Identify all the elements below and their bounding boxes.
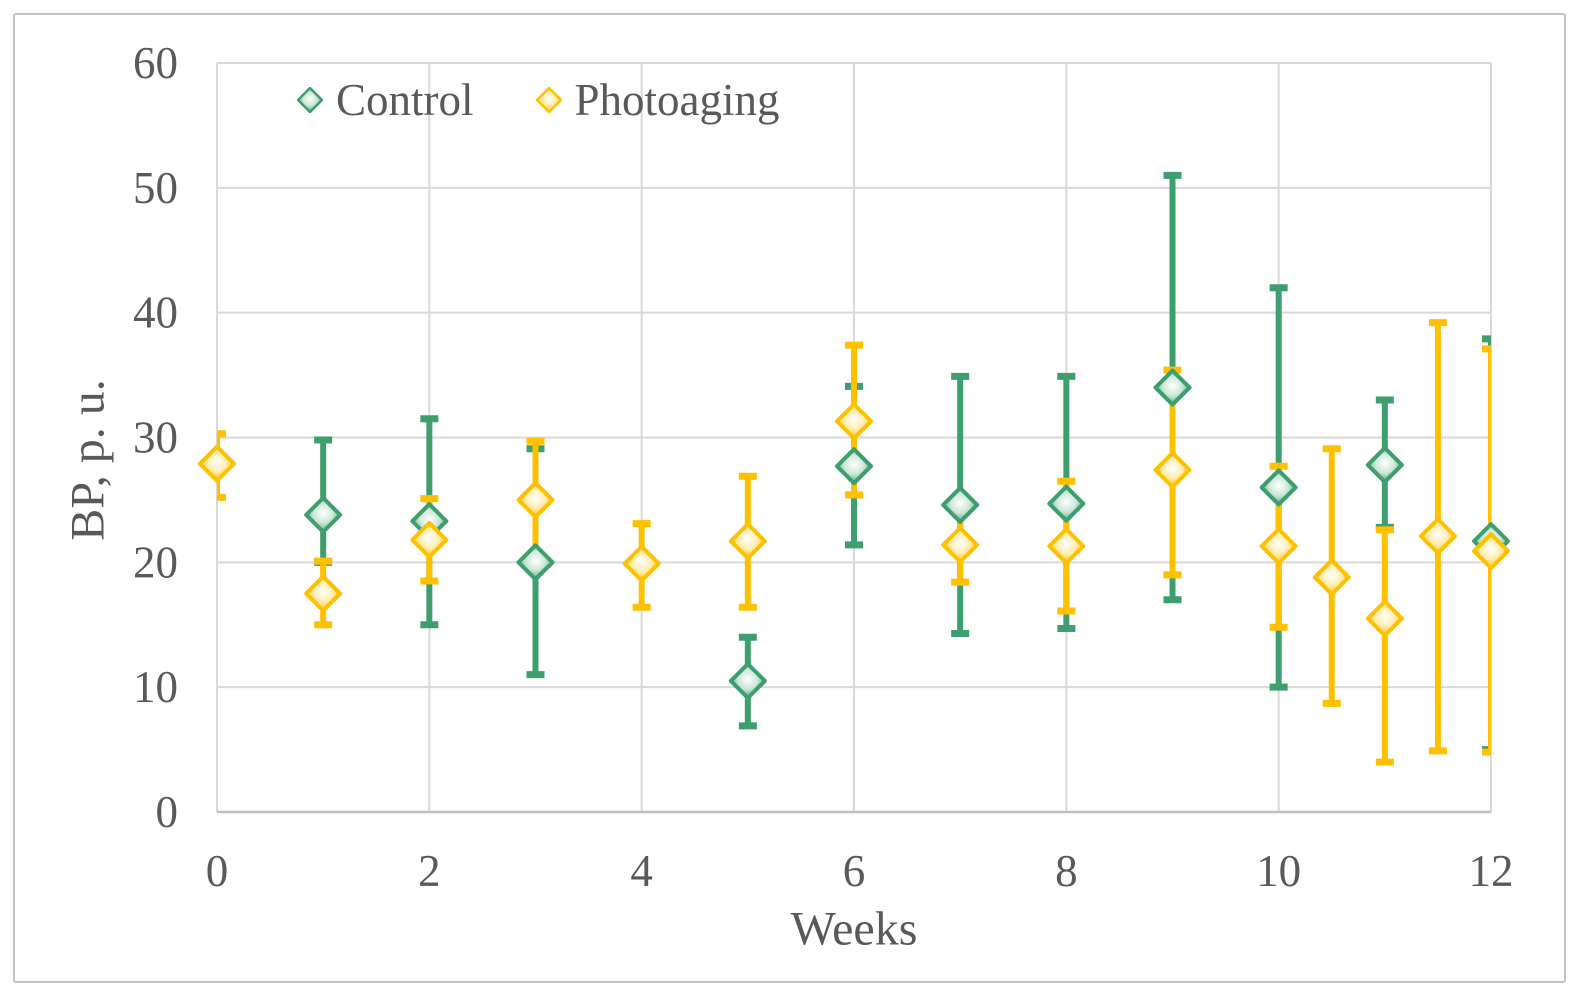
data-point[interactable] bbox=[516, 480, 555, 519]
legend-label-control: Control bbox=[336, 75, 474, 125]
x-axis-title: Weeks bbox=[790, 902, 918, 956]
data-point[interactable] bbox=[1312, 558, 1351, 597]
tick-label: 6 bbox=[843, 846, 866, 896]
data-point[interactable] bbox=[622, 544, 661, 583]
tick-label: 50 bbox=[133, 163, 178, 213]
data-point[interactable] bbox=[198, 444, 236, 483]
tick-label: 30 bbox=[133, 413, 178, 463]
tick-label: 20 bbox=[133, 537, 178, 587]
tick-label: 12 bbox=[1469, 846, 1514, 896]
tick-label: 0 bbox=[156, 787, 179, 837]
tick-label: 10 bbox=[1256, 846, 1301, 896]
data-point[interactable] bbox=[1047, 527, 1086, 566]
control-marker-icon bbox=[297, 87, 323, 113]
data-point[interactable] bbox=[835, 447, 873, 486]
tick-label: 8 bbox=[1055, 846, 1078, 896]
y-axis-title: BP, p. u. bbox=[61, 379, 115, 541]
data-point[interactable] bbox=[1418, 517, 1457, 556]
legend-item-photoaging[interactable]: Photoaging bbox=[535, 74, 780, 126]
photoaging-marker-icon bbox=[535, 87, 562, 113]
data-point[interactable] bbox=[1259, 468, 1298, 507]
data-point[interactable] bbox=[728, 522, 767, 561]
tick-label: 40 bbox=[133, 288, 178, 338]
data-point[interactable] bbox=[410, 520, 449, 559]
error-bars-control bbox=[314, 171, 1491, 754]
data-point[interactable] bbox=[941, 525, 980, 564]
data-point[interactable] bbox=[941, 485, 980, 524]
data-point[interactable] bbox=[1047, 484, 1086, 523]
data-point[interactable] bbox=[1472, 532, 1510, 571]
tick-label: 10 bbox=[133, 662, 178, 712]
tick-label: 4 bbox=[630, 846, 653, 896]
data-point[interactable] bbox=[304, 574, 343, 613]
markers-photoaging bbox=[198, 402, 1510, 638]
tick-label: 60 bbox=[133, 38, 178, 88]
tick-label: 2 bbox=[418, 846, 441, 896]
data-point[interactable] bbox=[835, 402, 873, 441]
legend-label-photoaging: Photoaging bbox=[574, 75, 780, 125]
legend-item-control[interactable]: Control bbox=[297, 74, 474, 126]
data-point[interactable] bbox=[516, 543, 555, 582]
data-point[interactable] bbox=[304, 495, 343, 534]
data-point[interactable] bbox=[728, 661, 767, 700]
data-point[interactable] bbox=[1153, 450, 1192, 489]
data-point[interactable] bbox=[1365, 445, 1404, 484]
markers-control bbox=[304, 368, 1510, 700]
chart-border bbox=[13, 13, 1566, 983]
tick-label: 0 bbox=[206, 846, 229, 896]
legend: Control Photoaging bbox=[297, 74, 780, 126]
data-point[interactable] bbox=[1259, 527, 1298, 566]
data-point[interactable] bbox=[1153, 368, 1192, 407]
data-point[interactable] bbox=[1365, 599, 1404, 638]
